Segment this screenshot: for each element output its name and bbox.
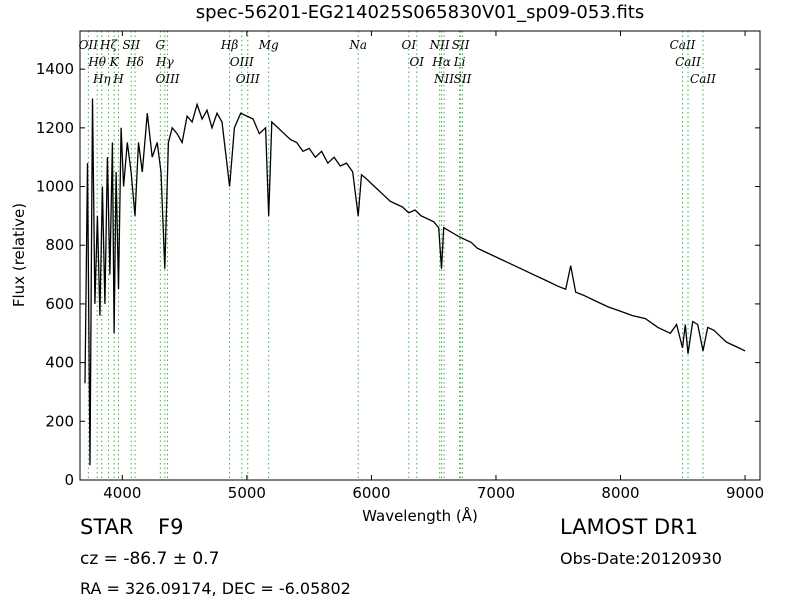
spectral-line-label: NII — [429, 38, 450, 52]
spectral-line-label: SII — [452, 38, 470, 52]
object-class: STAR — [80, 515, 133, 539]
spectral-line-label: CaII — [670, 38, 696, 52]
spectral-line-label: Hθ — [87, 55, 106, 69]
y-tick-label: 0 — [64, 471, 74, 489]
coordinates: RA = 326.09174, DEC = -6.05802 — [80, 579, 351, 598]
spectral-line-label: H — [112, 72, 124, 86]
spectral-line-label: Hγ — [155, 55, 174, 69]
chart-title: spec-56201-EG214025S065830V01_sp09-053.f… — [196, 2, 644, 23]
spectral-line-label: CaII — [675, 55, 701, 69]
spectral-line-label: OI — [409, 55, 424, 69]
y-tick-label: 600 — [45, 295, 74, 313]
obs-date: Obs-Date:20120930 — [560, 549, 722, 568]
survey: LAMOST DR1 — [560, 515, 698, 539]
spectral-line-label: OIII — [230, 55, 254, 69]
spectral-line-label: CaII — [690, 72, 716, 86]
x-tick-label: 9000 — [726, 484, 764, 502]
redshift: cz = -86.7 ± 0.7 — [80, 549, 219, 569]
spectral-line-label: Hα — [431, 55, 451, 69]
y-axis-label: Flux (relative) — [10, 203, 28, 307]
x-axis-label: Wavelength (Å) — [362, 506, 478, 525]
x-tick-label: 4000 — [103, 484, 141, 502]
x-tick-label: 6000 — [352, 484, 390, 502]
spectral-line-label: Hζ — [99, 38, 118, 52]
spectrum-line — [84, 98, 746, 466]
spectral-line-label: SII — [454, 72, 472, 86]
spectral-line-label: K — [109, 55, 120, 69]
y-tick-label: 1200 — [36, 119, 74, 137]
spectral-line-label: Hδ — [125, 55, 144, 69]
spectral-line-label: Mg — [258, 38, 279, 52]
spectral-line-label: OII — [79, 38, 99, 52]
spectral-line-label: Hη — [92, 72, 111, 86]
spectral-line-label: NII — [433, 72, 454, 86]
plot-frame — [79, 30, 761, 481]
x-tick-label: 8000 — [601, 484, 639, 502]
y-tick-label: 400 — [45, 354, 74, 372]
spectral-line-label: G — [156, 38, 166, 52]
y-tick-label: 200 — [45, 412, 74, 430]
spectral-line-label: SII — [122, 38, 140, 52]
x-tick-label: 7000 — [477, 484, 515, 502]
y-tick-label: 800 — [45, 236, 74, 254]
y-tick-label: 1000 — [36, 178, 74, 196]
spectral-line-label: Li — [453, 55, 466, 69]
spectral-line-label: OIII — [156, 72, 180, 86]
y-tick-label: 1400 — [36, 60, 74, 78]
x-tick-label: 5000 — [228, 484, 266, 502]
spectral-line-label: OIII — [236, 72, 260, 86]
subclass: F9 — [158, 515, 183, 539]
spectral-line-label: OI — [402, 38, 417, 52]
spectral-line-label: Hβ — [220, 38, 238, 52]
spectral-line-label: Na — [348, 38, 367, 52]
